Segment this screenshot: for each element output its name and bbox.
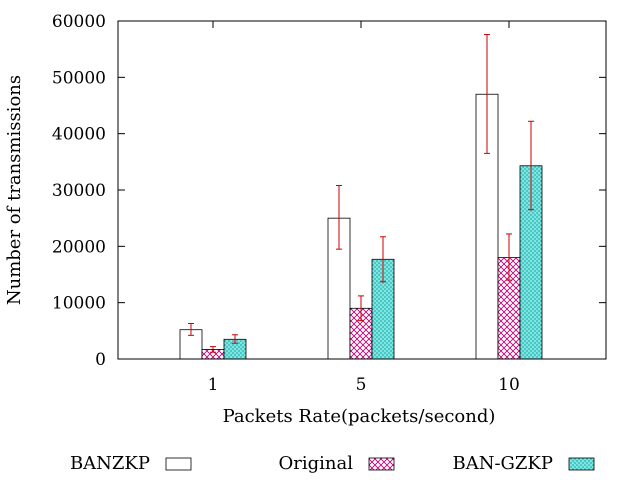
legend-item-ban-gzkp: BAN-GZKP [452,453,595,474]
y-tick-label-20000: 20000 [52,237,106,257]
error-bar-banzkp-1 [188,323,194,336]
error-bar-banzkp-5 [336,184,342,250]
bar-series [179,93,543,360]
error-bar-original-10 [506,233,512,281]
legend-swatch-banzkp [165,457,192,471]
y-tick-label-10000: 10000 [52,294,106,314]
error-bar-ban-gzkp-1 [232,334,238,344]
x-axis-label: Packets Rate(packets/second) [223,406,496,427]
error-bar-ban-gzkp-10 [528,120,534,211]
y-tick-label-50000: 50000 [52,68,106,88]
legend: BANZKP Original BAN-GZKP [70,453,595,474]
error-bar-ban-gzkp-5 [380,236,386,283]
x-tick-label-5: 5 [356,375,367,395]
x-tick-label-1: 1 [208,375,219,395]
legend-swatch-ban-gzkp [568,457,595,471]
y-tick-label-40000: 40000 [52,125,106,145]
y-axis-label: Number of transmissions [4,75,25,305]
error-bar-original-5 [358,295,364,322]
legend-item-banzkp: BANZKP [70,453,192,474]
legend-item-original: Original [279,453,395,474]
x-tick-label-10: 10 [498,375,520,395]
y-tick-label-0: 0 [95,350,106,370]
legend-label-original: Original [279,453,354,474]
legend-swatch-original [368,457,395,471]
legend-label-ban-gzkp: BAN-GZKP [452,453,553,474]
plot-area-frame [117,20,607,360]
legend-label-banzkp: BANZKP [70,453,150,474]
error-bar-original-1 [210,346,216,353]
y-tick-label-60000: 60000 [52,12,106,32]
y-tick-label-30000: 30000 [52,181,106,201]
y-axis-ticks: 0 10000 20000 30000 40000 50000 60000 [52,12,606,370]
error-bar-banzkp-10 [484,34,490,154]
error-bars [188,34,534,353]
